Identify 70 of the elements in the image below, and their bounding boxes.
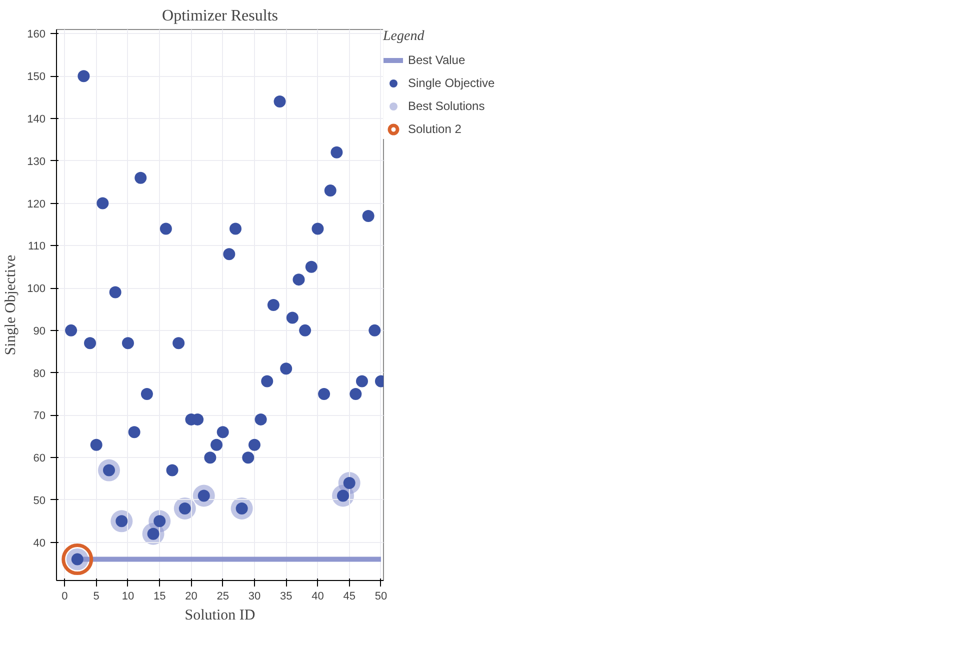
point xyxy=(254,413,267,426)
x-tick-label: 20 xyxy=(185,590,198,602)
point xyxy=(128,426,140,438)
y-axis-title: Single Objective xyxy=(3,254,20,356)
point xyxy=(172,337,185,350)
point xyxy=(90,438,102,451)
x-tick-label: 50 xyxy=(374,590,388,602)
y-tick-label: 120 xyxy=(27,198,46,210)
y-tick-label: 90 xyxy=(33,325,46,338)
point xyxy=(216,426,229,438)
point xyxy=(84,337,96,350)
x-tick-label: 5 xyxy=(93,590,100,602)
point xyxy=(96,197,109,210)
y-tick-label: 110 xyxy=(28,240,46,253)
point xyxy=(109,286,122,298)
y-tick-label: 50 xyxy=(33,494,46,507)
point xyxy=(267,299,280,311)
point xyxy=(356,375,368,388)
y-tick-label: 140 xyxy=(27,114,46,126)
point xyxy=(312,222,324,235)
point xyxy=(160,222,172,235)
point xyxy=(368,324,381,336)
point xyxy=(330,146,343,158)
point xyxy=(134,172,147,184)
x-tick-label: 0 xyxy=(62,590,68,602)
point xyxy=(274,96,286,108)
x-tick-label: 45 xyxy=(343,590,356,602)
point xyxy=(140,388,153,400)
x-tick-label: 40 xyxy=(312,590,324,602)
x-tick-label: 30 xyxy=(248,590,261,602)
y-tick-label: 150 xyxy=(27,71,46,84)
point xyxy=(362,210,374,222)
point xyxy=(229,222,242,235)
legend-label: Best Value xyxy=(408,53,466,67)
point xyxy=(248,438,260,451)
point xyxy=(324,184,336,197)
x-tick-label: 15 xyxy=(153,590,166,602)
point xyxy=(242,452,254,464)
point xyxy=(223,248,236,260)
y-tick-label: 100 xyxy=(27,283,46,296)
point xyxy=(299,324,312,336)
point xyxy=(166,464,178,476)
legend-label: Best Solutions xyxy=(408,99,485,113)
point xyxy=(62,544,94,576)
chart-title: Optimizer Results xyxy=(162,8,278,24)
x-tick-label: 10 xyxy=(122,590,134,602)
point xyxy=(261,375,274,388)
point xyxy=(122,337,134,350)
legend-title: Legend xyxy=(383,29,426,45)
y-tick-label: 160 xyxy=(27,28,46,41)
point xyxy=(318,388,330,400)
y-tick-label: 80 xyxy=(33,368,46,380)
point xyxy=(286,312,298,324)
point xyxy=(204,452,216,464)
point xyxy=(305,260,318,273)
y-tick-label: 130 xyxy=(27,156,46,168)
x-axis-title: Solution ID xyxy=(184,608,256,624)
point xyxy=(350,388,362,400)
point xyxy=(292,274,305,286)
y-tick-label: 60 xyxy=(33,452,46,465)
point xyxy=(210,438,223,451)
x-tick-label: 25 xyxy=(216,590,229,602)
legend-label: Single Objective xyxy=(408,76,495,90)
point xyxy=(65,324,78,336)
point xyxy=(280,362,292,375)
legend-label: Solution 2 xyxy=(408,122,462,136)
y-tick-label: 70 xyxy=(33,410,46,422)
y-tick-label: 40 xyxy=(33,537,46,550)
x-tick-label: 35 xyxy=(280,590,292,602)
point xyxy=(78,70,90,82)
